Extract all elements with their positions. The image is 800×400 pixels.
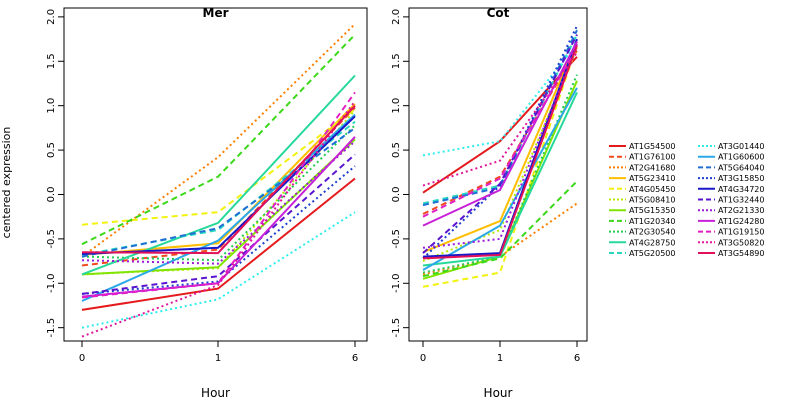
legend-label: AT1G76100 [629, 153, 675, 162]
x-axis-label: Hour [484, 386, 513, 400]
panel-mer: Mer -1.5 -1.0 -0.5 0.0 0.5 1.0 1.5 2.0 0 1 6 Hour cen… [0, 6, 368, 400]
series-line-at5g23410 [422, 41, 578, 254]
series-line-at1g32440 [81, 153, 356, 295]
y-tick-label: 0.0 [391, 187, 402, 203]
series-line-at3g50820 [422, 51, 578, 187]
series-line-at1g19150 [422, 47, 578, 218]
x-tick-label: 6 [352, 353, 358, 364]
series-line-at2g21330 [81, 140, 356, 265]
series-line-at2g41680 [422, 202, 578, 276]
legend-label: AT4G05450 [629, 185, 675, 194]
x-tick-label: 6 [574, 353, 580, 364]
y-tick-label: 0.5 [391, 142, 402, 158]
y-tick-label: -0.5 [391, 229, 402, 249]
series-line-at1g76100 [81, 106, 356, 267]
series-line-at4g28750 [422, 91, 578, 267]
series-line-at5g08410 [81, 109, 356, 276]
y-tick-label: -1.0 [46, 274, 57, 294]
series-line-at1g20340 [81, 33, 356, 246]
legend-label: AT1G60600 [718, 153, 764, 162]
legend-label: AT1G32440 [718, 196, 764, 205]
legend-label: AT5G64040 [718, 163, 764, 172]
legend-label: AT5G20500 [629, 249, 675, 258]
series-line-at3g01440 [422, 42, 578, 157]
plot-frame [408, 7, 588, 342]
series-lines [81, 23, 356, 338]
series-line-at2g21330 [422, 43, 578, 249]
legend-label: AT1G54500 [629, 142, 675, 151]
panel-cot: Cot -1.5 -1.0 -0.5 0.0 0.5 1.0 1.5 2.0 0 1 6 Hour [391, 6, 588, 400]
series-line-at3g50820 [81, 100, 356, 338]
series-line-at1g54500 [81, 177, 356, 311]
series-line-at1g20340 [422, 180, 578, 278]
y-tick-label: 1.0 [391, 98, 402, 114]
y-tick-label: 0.5 [46, 142, 57, 158]
x-axis-label: Hour [201, 386, 230, 400]
series-line-at1g32440 [422, 34, 578, 254]
y-tick-label: 2.0 [391, 9, 402, 25]
series-line-at5g64040 [81, 127, 356, 258]
series-line-at5g15350 [81, 138, 356, 276]
series-line-at1g24280 [422, 41, 578, 227]
y-tick-label: -1.5 [391, 318, 402, 338]
series-lines [422, 25, 578, 288]
legend-label: AT2G41680 [629, 163, 675, 172]
y-tick-label: 0.0 [46, 187, 57, 203]
panel-title: Mer [203, 6, 229, 20]
legend-label: AT3G15850 [718, 174, 764, 183]
legend-label: AT1G20340 [629, 217, 675, 226]
legend-label: AT3G54890 [718, 249, 764, 258]
legend-label: AT3G01440 [718, 142, 764, 151]
series-line-at4g28750 [81, 74, 356, 276]
series-line-at3g01440 [81, 211, 356, 329]
y-tick-label: -1.5 [46, 318, 57, 338]
y-tick-label: 2.0 [46, 9, 57, 25]
legend-label: AT2G21330 [718, 206, 764, 215]
series-line-at3g15850 [422, 25, 578, 260]
y-tick-label: 1.5 [46, 53, 57, 69]
x-tick-label: 0 [79, 353, 85, 364]
y-tick-label: -1.0 [391, 274, 402, 294]
series-line-at3g54890 [422, 44, 578, 260]
y-tick-label: 1.5 [391, 53, 402, 69]
series-line-at4g05450 [81, 108, 356, 226]
y-tick-label: 1.0 [46, 98, 57, 114]
legend-label: AT2G30540 [629, 228, 675, 237]
series-line-at5g20500 [81, 120, 356, 256]
series-line-at5g64040 [422, 29, 578, 207]
legend-label: AT4G28750 [629, 238, 675, 247]
y-axis-label: centered expression [0, 127, 13, 239]
legend-label: AT1G19150 [718, 228, 764, 237]
legend-label: AT5G23410 [629, 174, 675, 183]
x-tick-label: 0 [420, 353, 426, 364]
y-tick-label: -0.5 [46, 229, 57, 249]
x-tick-label: 1 [497, 353, 503, 364]
series-line-at3g15850 [81, 165, 356, 295]
legend-label: AT5G08410 [629, 196, 675, 205]
series-line-at4g34720 [81, 115, 356, 255]
series-line-at3g54890 [81, 105, 356, 255]
legend-label: AT5G15350 [629, 206, 675, 215]
series-line-at2g41680 [81, 23, 356, 258]
legend-label: AT1G24280 [718, 217, 764, 226]
plot-frame [63, 7, 368, 342]
panel-title: Cot [487, 6, 510, 20]
legend-label: AT3G50820 [718, 238, 764, 247]
legend-label: AT4G34720 [718, 185, 764, 194]
x-tick-label: 1 [215, 353, 221, 364]
